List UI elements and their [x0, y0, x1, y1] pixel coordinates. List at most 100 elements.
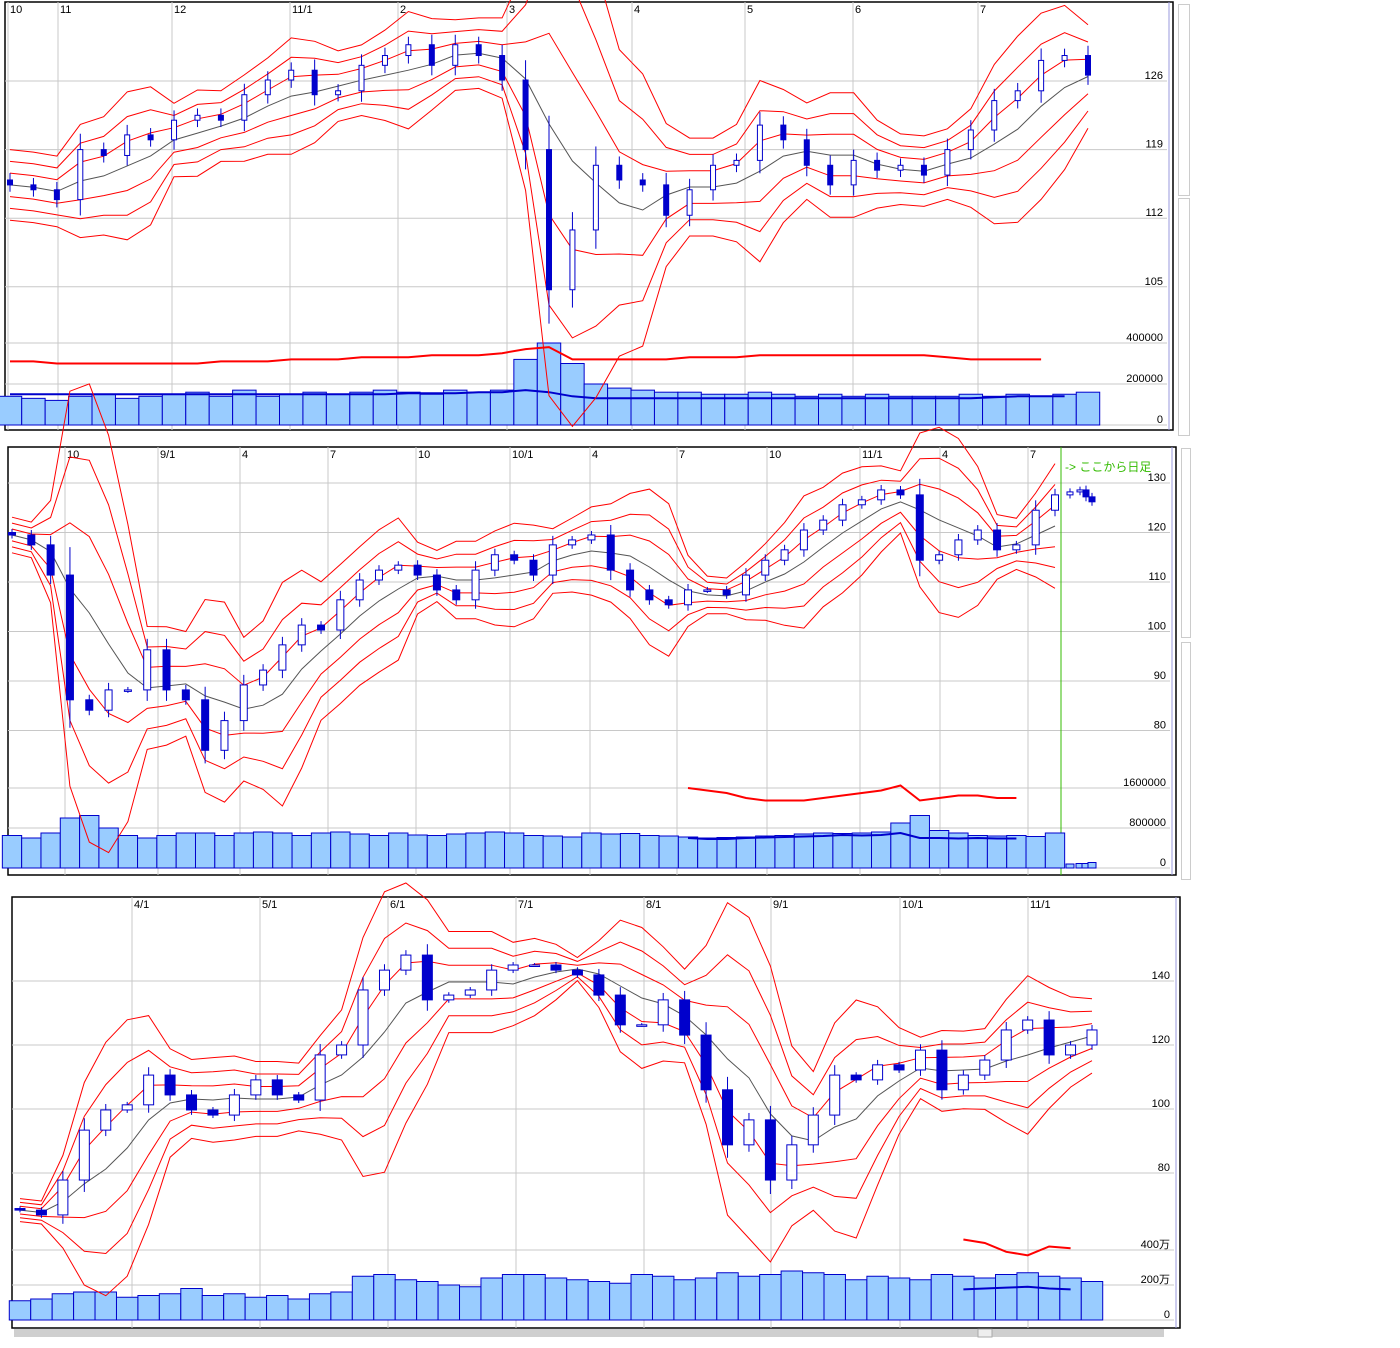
- candlestick: [522, 60, 529, 170]
- candlestick: [684, 583, 693, 611]
- candle-body-up: [143, 649, 152, 691]
- candle-body-up: [220, 720, 229, 751]
- candlestick: [8, 529, 16, 539]
- candlestick: [271, 1074, 283, 1100]
- chart-panel-2: 130 120 110 100 90 80 1600000 800000 0 10 9/1 4 7 10 1…: [1, 383, 1177, 876]
- candlestick: [507, 962, 519, 974]
- candlestick: [550, 962, 562, 974]
- candlestick: [78, 1118, 90, 1192]
- candle-body-up: [967, 129, 974, 151]
- x-tick-label: 11/1: [292, 4, 313, 16]
- candle-body-down: [1085, 55, 1091, 76]
- candle-body-up: [124, 134, 131, 156]
- candle-body-up: [1086, 1029, 1098, 1046]
- candlestick: [645, 584, 654, 605]
- candlestick: [1038, 48, 1045, 103]
- candle-body-down: [893, 1064, 905, 1071]
- x-tick-label: 7: [980, 4, 986, 16]
- candle-body-down: [803, 139, 810, 166]
- volume-bar: [1025, 836, 1046, 869]
- candlestick: [957, 1070, 969, 1095]
- volume-bar: [909, 1279, 932, 1321]
- candlestick: [7, 173, 13, 192]
- candle-body-down: [874, 159, 881, 171]
- volume-bar: [73, 1291, 96, 1321]
- volume-bar: [802, 1272, 825, 1321]
- candle-body-up: [973, 529, 982, 541]
- candle-body-down: [53, 189, 60, 201]
- volume-tick-label: 200万: [1141, 1274, 1170, 1286]
- volume-bar: [841, 395, 866, 426]
- bollinger-upper-3sigma: [11, 383, 1056, 639]
- candle-body-up: [1031, 509, 1040, 546]
- candle-body-down: [413, 564, 422, 576]
- candlestick: [1022, 1016, 1034, 1034]
- candle-body-down: [432, 574, 441, 591]
- candle-body-down: [475, 44, 482, 57]
- candle-body-up: [756, 124, 763, 161]
- candlestick: [162, 638, 171, 701]
- volume-bar: [1075, 391, 1101, 426]
- volume-bar: [871, 831, 892, 869]
- candlestick: [857, 495, 866, 509]
- candlestick: [827, 155, 834, 195]
- volume-bar: [21, 837, 42, 869]
- candle-body-up: [780, 549, 789, 561]
- chart-frame: [11, 896, 1181, 1329]
- volume-bar: [330, 831, 351, 869]
- volume-average-line-blue: [10, 389, 1065, 400]
- x-tick-label: 10: [769, 449, 781, 461]
- candlestick: [471, 561, 480, 609]
- candle-body-up: [336, 1044, 348, 1056]
- chart-panel-1: 126 119 112 105 400000 200000 0 10 11 12 11/1 2 3 4 5 6…: [0, 0, 1174, 431]
- volume-bar: [1006, 835, 1027, 869]
- volume-bar: [844, 1279, 868, 1321]
- volume-bar: [607, 387, 632, 426]
- volume-tick-label: 1600000: [1123, 777, 1166, 789]
- candle-body-up: [829, 1074, 841, 1116]
- candle-body-down: [606, 534, 615, 571]
- volume-bar: [735, 836, 757, 869]
- x-tick-label: 4: [242, 449, 248, 461]
- candle-body-down: [1082, 489, 1090, 498]
- candlestick: [569, 212, 576, 308]
- candle-body-down: [207, 1109, 219, 1116]
- volume-bar: [747, 391, 773, 426]
- volume-bar: [194, 832, 216, 869]
- x-tick-label: 5: [747, 4, 753, 16]
- volume-bar: [851, 832, 873, 869]
- volume-bar: [1016, 1272, 1039, 1321]
- candlestick: [317, 621, 326, 634]
- volume-bar: [716, 837, 737, 869]
- scrollbar-thumb[interactable]: [977, 1328, 993, 1338]
- volume-bar: [201, 1295, 225, 1321]
- candlestick: [819, 515, 828, 535]
- candlestick: [220, 711, 229, 760]
- candlestick: [657, 992, 669, 1032]
- volume-bar: [694, 1277, 718, 1321]
- volume-bar: [504, 832, 525, 869]
- volume-bar: [437, 1284, 461, 1321]
- volume-bar: [794, 395, 820, 426]
- y-tick-label: 126: [1145, 70, 1163, 82]
- y-tick-label: 105: [1145, 276, 1163, 288]
- x-tick-label: 10/1: [902, 899, 923, 911]
- volume-bar: [653, 391, 679, 426]
- x-tick-label: 6: [855, 4, 861, 16]
- candlestick: [803, 128, 810, 177]
- horizontal-scrollbar[interactable]: [14, 1329, 1164, 1337]
- candle-body-up: [1000, 1029, 1012, 1061]
- candle-body-up: [587, 534, 596, 541]
- candle-body-down: [46, 544, 55, 576]
- candle-body-up: [1051, 494, 1059, 511]
- candle-body-up: [703, 589, 712, 592]
- bollinger-lower-2sigma: [19, 976, 1093, 1255]
- bollinger-upper-2sigma: [19, 922, 1093, 1206]
- candlestick: [733, 153, 740, 173]
- candle-body-down: [722, 589, 731, 596]
- candle-body-down: [936, 1049, 948, 1091]
- candlestick: [413, 560, 422, 581]
- candlestick: [529, 554, 538, 582]
- candlestick: [967, 120, 974, 160]
- candlestick: [381, 47, 388, 74]
